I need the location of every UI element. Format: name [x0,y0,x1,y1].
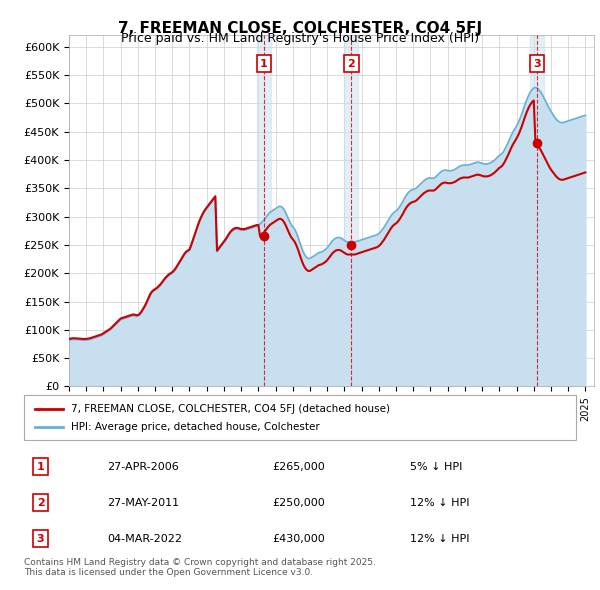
7, FREEMAN CLOSE, COLCHESTER, CO4 5FJ (detached house) [530,97,538,104]
HPI: Average price, detached house, Colchester: (2.02e+03, 3.63e+05): Average price, detached house, Colcheste… [420,178,427,185]
Text: 7, FREEMAN CLOSE, COLCHESTER, CO4 5FJ (detached house): 7, FREEMAN CLOSE, COLCHESTER, CO4 5FJ (d… [71,405,390,414]
Text: £430,000: £430,000 [272,533,325,543]
7, FREEMAN CLOSE, COLCHESTER, CO4 5FJ (detached house) [65,335,73,342]
Text: HPI: Average price, detached house, Colchester: HPI: Average price, detached house, Colc… [71,422,320,432]
Text: 1: 1 [37,461,44,471]
HPI: Average price, detached house, Colchester: (2.02e+03, 5.28e+05): Average price, detached house, Colcheste… [532,84,539,91]
Text: 3: 3 [533,59,541,68]
Text: 3: 3 [37,533,44,543]
Bar [530,35,544,386]
Text: Contains HM Land Registry data © Crown copyright and database right 2025.
This d: Contains HM Land Registry data © Crown c… [24,558,376,577]
Text: 12% ↓ HPI: 12% ↓ HPI [410,497,470,507]
7, FREEMAN CLOSE, COLCHESTER, CO4 5FJ (detached house) [293,241,300,248]
Text: 5% ↓ HPI: 5% ↓ HPI [410,461,463,471]
7, FREEMAN CLOSE, COLCHESTER, CO4 5FJ (detached house) [81,336,88,343]
Text: 1: 1 [260,59,268,68]
Text: 2: 2 [347,59,355,68]
HPI: Average price, detached house, Colchester: (2e+03, 8.18e+04): Average price, detached house, Colcheste… [81,336,88,343]
7, FREEMAN CLOSE, COLCHESTER, CO4 5FJ (detached house) [420,190,427,197]
Text: £250,000: £250,000 [272,497,325,507]
Text: Price paid vs. HM Land Registry's House Price Index (HPI): Price paid vs. HM Land Registry's House … [121,32,479,45]
Text: 2: 2 [37,497,44,507]
7, FREEMAN CLOSE, COLCHESTER, CO4 5FJ (detached house) [582,169,589,176]
7, FREEMAN CLOSE, COLCHESTER, CO4 5FJ (detached house) [473,171,481,178]
Text: £265,000: £265,000 [272,461,325,471]
Text: 27-APR-2006: 27-APR-2006 [107,461,179,471]
FancyBboxPatch shape [24,395,576,440]
Text: 7, FREEMAN CLOSE, COLCHESTER, CO4 5FJ: 7, FREEMAN CLOSE, COLCHESTER, CO4 5FJ [118,21,482,35]
Line: 7, FREEMAN CLOSE, COLCHESTER, CO4 5FJ (detached house): 7, FREEMAN CLOSE, COLCHESTER, CO4 5FJ (d… [69,100,586,339]
7, FREEMAN CLOSE, COLCHESTER, CO4 5FJ (detached house) [275,215,283,222]
Text: 27-MAY-2011: 27-MAY-2011 [107,497,179,507]
HPI: Average price, detached house, Colchester: (2.02e+03, 3.96e+05): Average price, detached house, Colcheste… [473,159,481,166]
Line: HPI: Average price, detached house, Colchester: HPI: Average price, detached house, Colc… [69,87,586,340]
Text: 04-MAR-2022: 04-MAR-2022 [107,533,182,543]
7, FREEMAN CLOSE, COLCHESTER, CO4 5FJ (detached house) [547,166,554,173]
HPI: Average price, detached house, Colchester: (2.02e+03, 4.86e+05): Average price, detached house, Colcheste… [547,108,554,115]
HPI: Average price, detached house, Colchester: (2e+03, 8.2e+04): Average price, detached house, Colcheste… [65,336,73,343]
Text: 12% ↓ HPI: 12% ↓ HPI [410,533,470,543]
HPI: Average price, detached house, Colchester: (2.02e+03, 4.24e+05): Average price, detached house, Colcheste… [503,143,510,150]
Bar [344,35,358,386]
7, FREEMAN CLOSE, COLCHESTER, CO4 5FJ (detached house) [503,155,510,162]
HPI: Average price, detached house, Colchester: (2.01e+03, 3.18e+05): Average price, detached house, Colcheste… [275,203,283,210]
HPI: Average price, detached house, Colchester: (2.02e+03, 4.79e+05): Average price, detached house, Colcheste… [582,112,589,119]
Bar [257,35,271,386]
HPI: Average price, detached house, Colchester: (2.01e+03, 2.72e+05): Average price, detached house, Colcheste… [293,229,300,236]
